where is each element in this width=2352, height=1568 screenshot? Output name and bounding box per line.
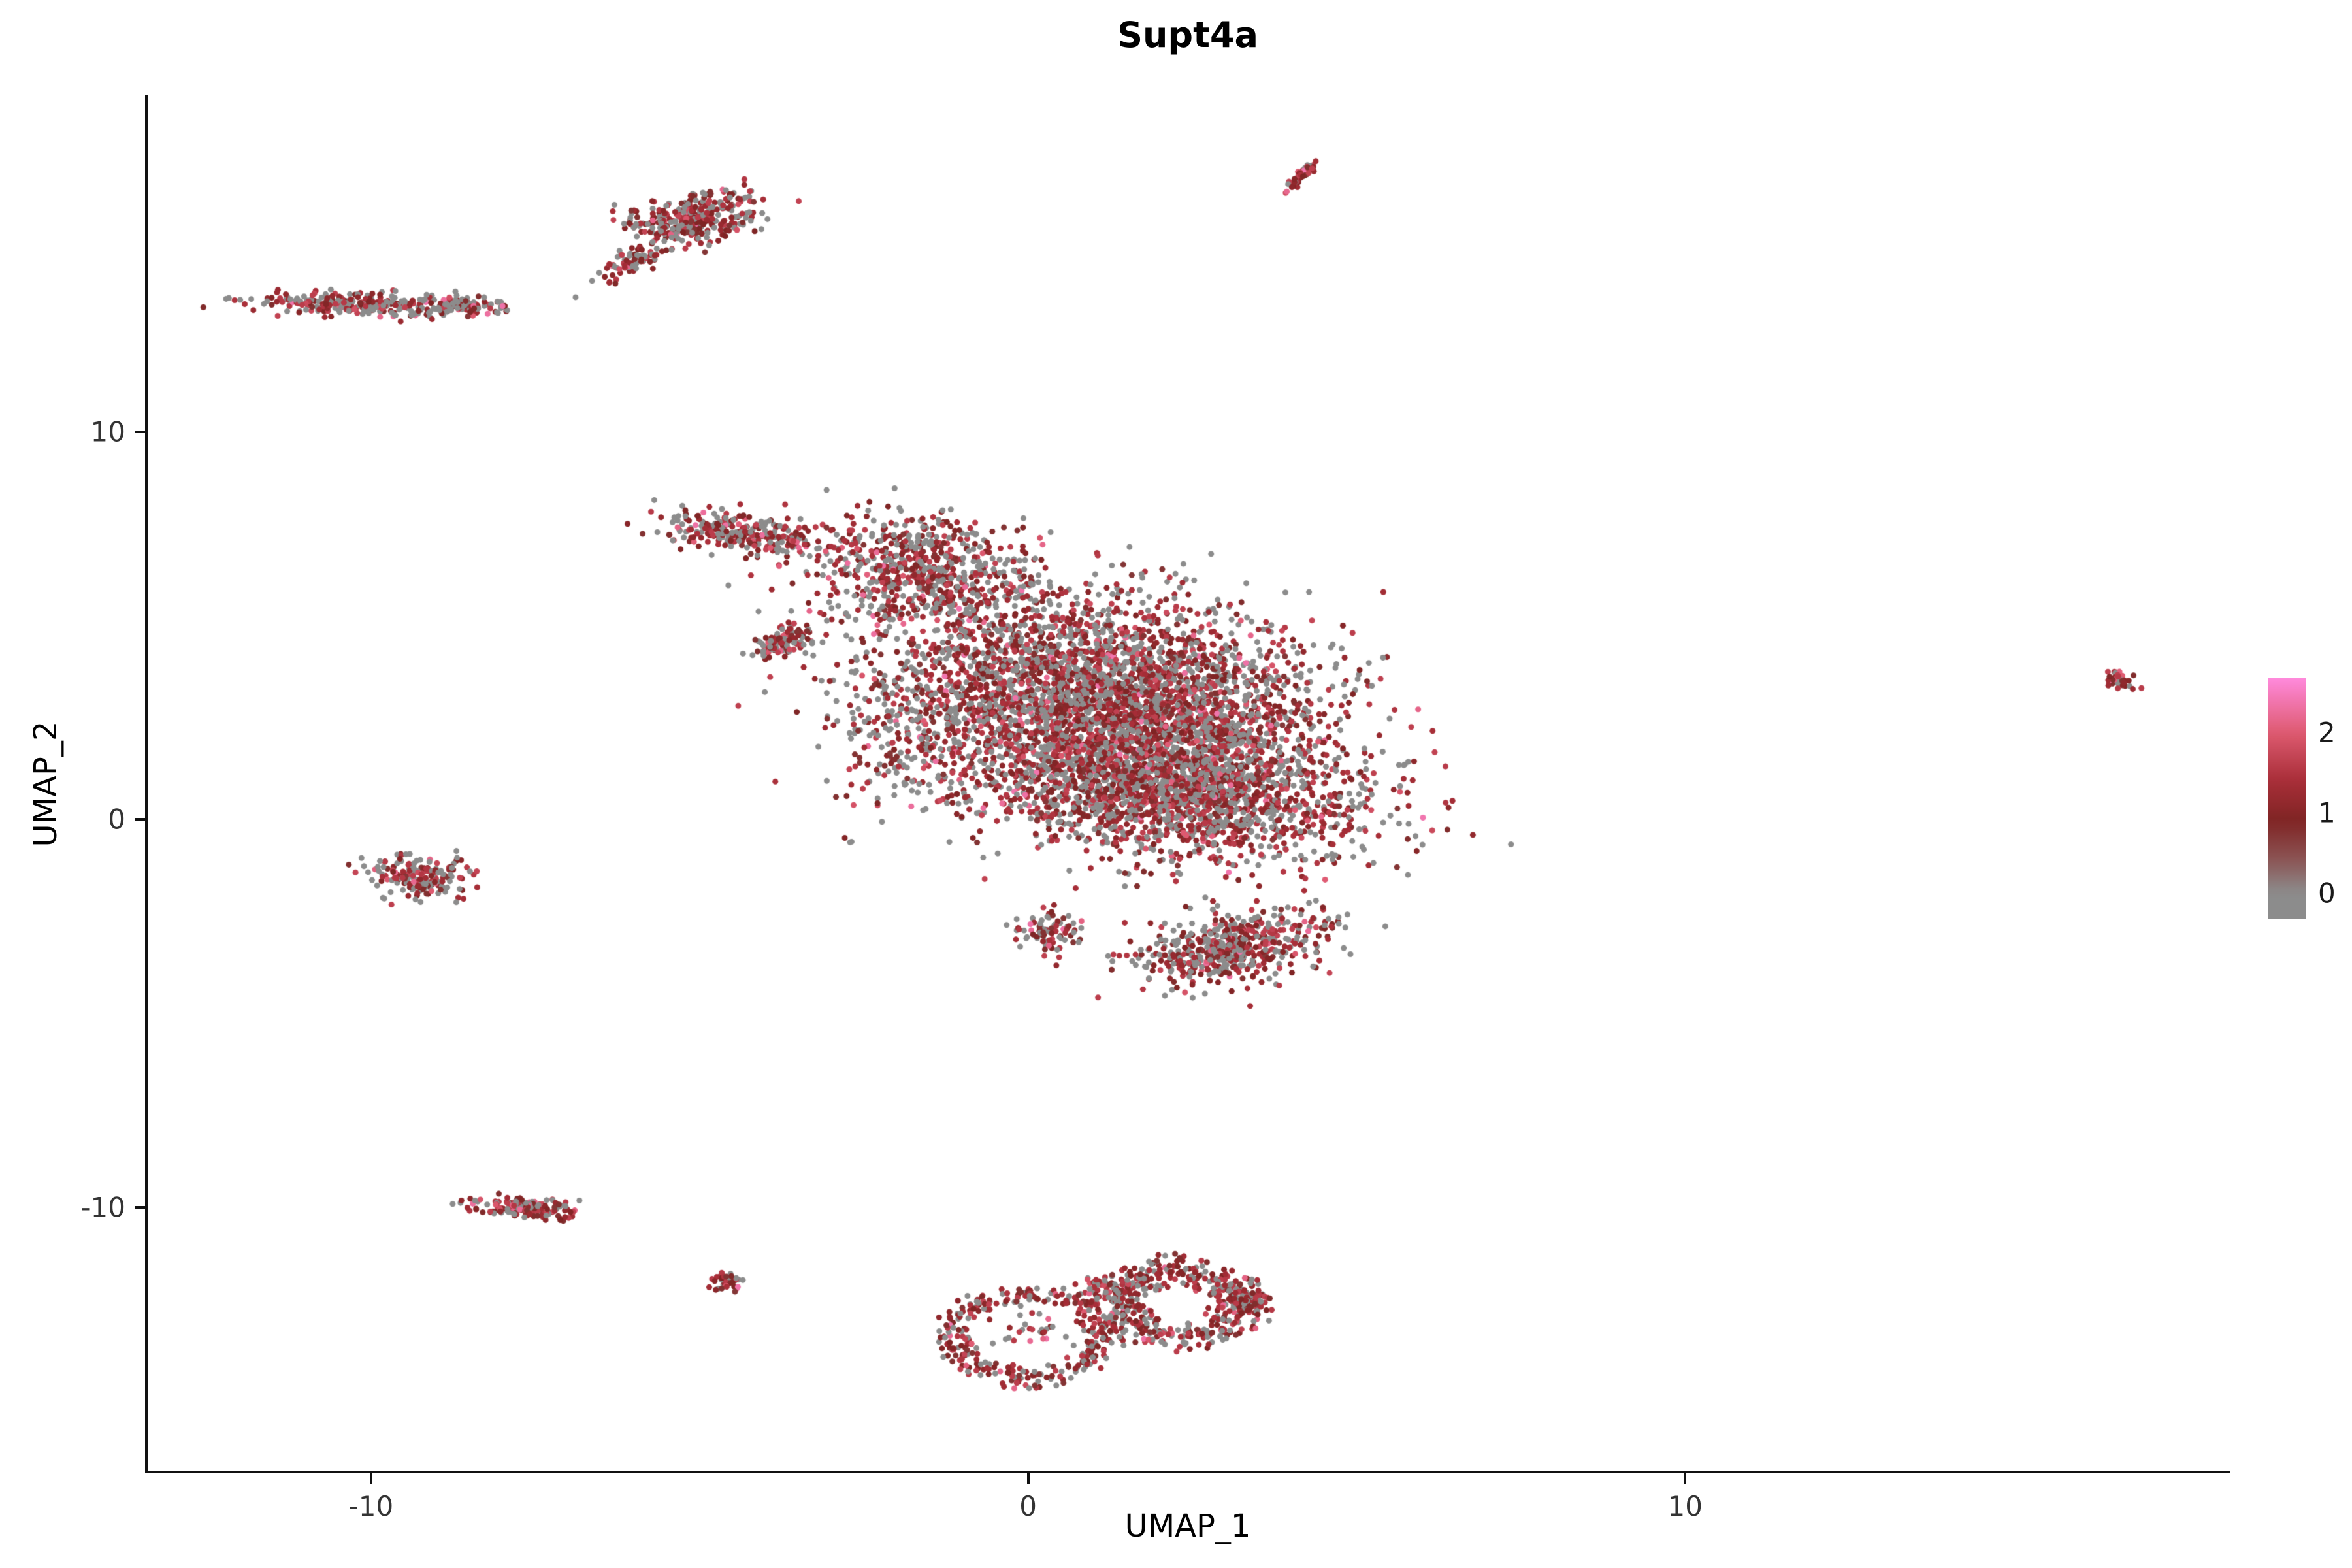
x-axis-label: UMAP_1 xyxy=(1124,1508,1251,1544)
y-tick-label: -10 xyxy=(80,1191,125,1224)
legend-tick-label: 2 xyxy=(2318,716,2336,749)
scatter-canvas xyxy=(148,95,2230,1471)
y-axis-label: UMAP_2 xyxy=(27,721,64,847)
y-tick-label: 10 xyxy=(90,416,125,448)
y-tick-mark xyxy=(135,1205,145,1209)
legend-tick-label: 1 xyxy=(2318,796,2336,829)
y-tick-mark xyxy=(135,818,145,821)
x-tick-label: 10 xyxy=(1667,1490,1703,1522)
y-tick-mark xyxy=(135,431,145,434)
x-tick-mark xyxy=(1684,1473,1687,1484)
x-tick-mark xyxy=(1026,1473,1030,1484)
x-tick-label: 0 xyxy=(1019,1490,1037,1522)
plot-panel xyxy=(145,95,2230,1473)
legend-tick-label: 0 xyxy=(2318,877,2336,909)
plot-title: Supt4a xyxy=(1117,14,1258,56)
legend-colorbar xyxy=(2268,678,2306,919)
x-tick-label: -10 xyxy=(348,1490,394,1522)
x-tick-mark xyxy=(369,1473,372,1484)
y-tick-label: 0 xyxy=(108,803,125,836)
